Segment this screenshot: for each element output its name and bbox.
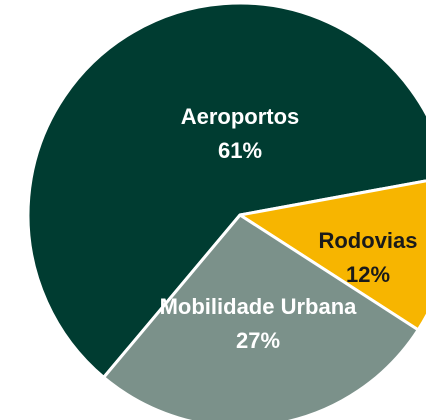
pie-slice [238,179,426,332]
category-label: Rodovias [318,228,418,253]
category-label: Mobilidade Urbana [159,294,357,319]
label-group: Mobilidade Urbana 27% [158,290,358,358]
value-label: 61% [217,138,263,163]
slice-label: Mobilidade Urbana 27% [158,290,358,358]
slice-label: Rodovias 12% [303,224,426,292]
category-label: Aeroportos [180,104,300,129]
value-label: 12% [345,262,391,287]
label-group: Rodovias 12% [303,224,426,292]
label-group: Aeroportos 61% [140,100,340,168]
pie-slice [26,1,426,379]
pie-slice [102,213,420,420]
value-label: 27% [235,328,281,353]
slice-label: Aeroportos 61% [140,100,340,168]
